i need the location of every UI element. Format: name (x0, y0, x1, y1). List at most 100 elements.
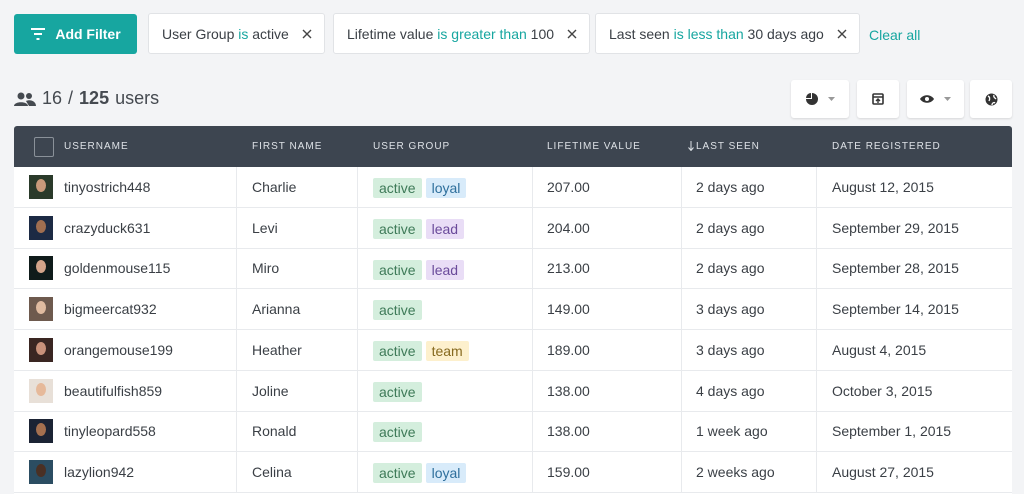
column-header[interactable]: LAST SEEN (696, 141, 760, 152)
last-seen: 4 days ago (696, 382, 765, 399)
column-header[interactable]: USERNAME (64, 141, 129, 152)
cell-divider (816, 329, 817, 371)
avatar-face (36, 301, 46, 315)
cell-divider (357, 329, 358, 371)
first-name: Arianna (252, 301, 301, 318)
cell-divider (236, 207, 237, 249)
filter-field: Lifetime value (347, 25, 434, 42)
column-header[interactable]: FIRST NAME (252, 141, 323, 152)
cell-divider (357, 411, 358, 453)
column-header[interactable]: DATE REGISTERED (832, 141, 941, 152)
cell-divider (816, 289, 817, 331)
date-registered: September 14, 2015 (832, 301, 959, 318)
username: beautifulfish859 (64, 382, 163, 399)
date-registered: September 1, 2015 (832, 423, 952, 440)
cell-divider (532, 329, 533, 371)
filter-chip: User Group is active (148, 13, 325, 54)
cell-divider (236, 451, 237, 493)
table-row: crazyduck631 Levi active lead 204.00 2 days a… (14, 207, 1012, 249)
table-row: tinyostrich448 Charlie active loyal 207.00 2 … (14, 167, 1012, 208)
cell-divider (681, 370, 682, 412)
last-seen: 2 days ago (696, 179, 765, 195)
clear-all[interactable]: Clear all (869, 27, 921, 43)
column-header[interactable]: LIFETIME VALUE (547, 141, 641, 152)
user-groups: active team (373, 330, 473, 370)
filter-value: 100 (530, 25, 555, 42)
cell-divider (532, 167, 533, 208)
cell-divider (816, 411, 817, 453)
user-groups: active loyal (373, 167, 470, 207)
first-name: Heather (252, 341, 302, 358)
user-groups: active (373, 371, 426, 411)
lifetime-value: 138.00 (547, 423, 590, 440)
cell-divider (681, 248, 682, 290)
last-seen: 3 days ago (696, 301, 765, 318)
group-tag: team (425, 341, 469, 362)
user-groups: active (373, 289, 426, 329)
filter-chip: Lifetime value is greater than 100 (333, 13, 591, 54)
table-row: beautifulfish859 Joline active 138.00 4 days… (14, 370, 1012, 412)
view-button[interactable] (907, 80, 964, 118)
user-groups: active lead (373, 208, 468, 248)
filter-operator: is (238, 25, 249, 42)
avatar (29, 459, 53, 484)
add-filter-button[interactable]: Add Filter (14, 14, 137, 54)
group-tag: active (373, 463, 422, 484)
first-name: Charlie (252, 179, 297, 195)
chart-button[interactable] (791, 80, 849, 118)
caret (827, 97, 835, 101)
date-registered: September 28, 2015 (832, 260, 959, 277)
table-row: goldenmouse115 Miro active lead 213.00 2 days… (14, 248, 1012, 290)
cell-divider (681, 451, 682, 493)
date-registered: August 4, 2015 (832, 341, 927, 358)
table-row: orangemouse199 Heather active team 189.00 3 d… (14, 329, 1012, 371)
cell-divider (681, 289, 682, 331)
select-all-checkbox[interactable] (34, 137, 54, 157)
avatar (29, 419, 53, 444)
remove-filter[interactable] (302, 29, 312, 39)
cell-divider (357, 207, 358, 249)
lifetime-value: 207.00 (547, 179, 590, 195)
date-registered: August 12, 2015 (832, 179, 934, 195)
group-tag: active (373, 178, 422, 199)
globe-button[interactable] (970, 80, 1012, 118)
date-registered: September 29, 2015 (832, 219, 959, 236)
avatar (29, 175, 53, 199)
column-header[interactable]: USER GROUP (373, 141, 451, 152)
lifetime-value: 159.00 (547, 463, 590, 480)
avatar-face (36, 463, 46, 477)
cell-divider (236, 289, 237, 331)
cell-divider (681, 411, 682, 453)
last-seen: 2 weeks ago (696, 463, 775, 480)
avatar (29, 256, 53, 281)
filter-value: 30 days ago (747, 25, 824, 42)
cell-divider (681, 329, 682, 371)
remove-filter[interactable] (567, 29, 577, 39)
sort-arrow (688, 141, 694, 151)
first-name: Miro (252, 260, 280, 277)
avatar (29, 297, 53, 322)
filter-field: User Group (162, 25, 235, 42)
cell-divider (816, 207, 817, 249)
cell-divider (357, 370, 358, 412)
export-button[interactable] (857, 80, 899, 118)
shown-count: 16 (42, 88, 63, 108)
username: goldenmouse115 (64, 260, 171, 277)
user-groups: active (373, 411, 426, 451)
cell-divider (236, 411, 237, 453)
filter-operator: is less than (673, 25, 744, 42)
first-name: Levi (252, 219, 278, 236)
last-seen: 3 days ago (696, 341, 765, 358)
first-name: Ronald (252, 423, 297, 440)
cell-divider (236, 370, 237, 412)
group-tag: lead (425, 218, 465, 239)
cell-divider (532, 289, 533, 331)
cell-divider (532, 370, 533, 412)
date-registered: August 27, 2015 (832, 463, 934, 480)
table-row: bigmeercat932 Arianna active 149.00 3 days a… (14, 289, 1012, 331)
remove-filter[interactable] (837, 29, 847, 39)
avatar (29, 378, 53, 403)
filter-field: Last seen (609, 25, 670, 42)
username: tinyostrich448 (64, 179, 151, 195)
